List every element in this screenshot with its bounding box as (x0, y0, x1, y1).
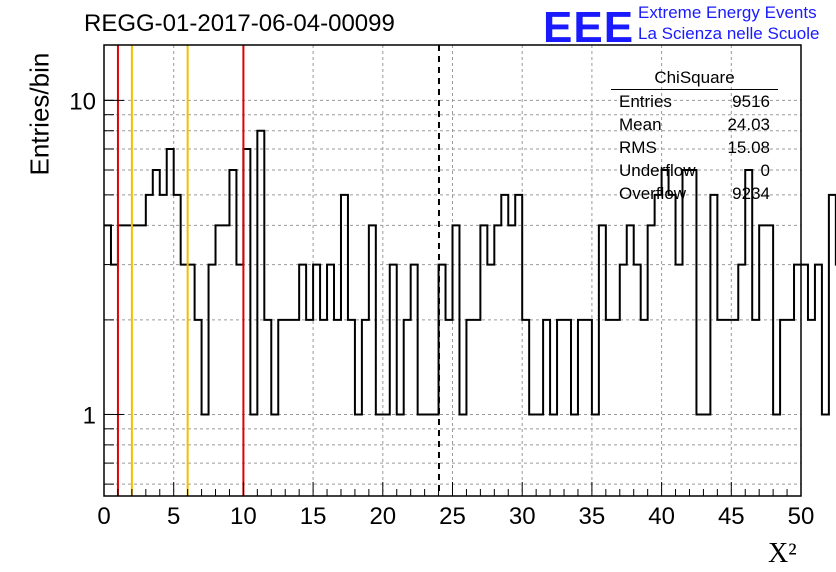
x-tick-label: 35 (579, 503, 606, 530)
stats-row-entries: Entries 9516 (611, 90, 778, 113)
x-axis-label: X² (768, 538, 797, 569)
logo-line2: La Scienza nelle Scuole (638, 24, 820, 43)
stats-label: Overflow (619, 184, 687, 203)
x-tick-label: 20 (369, 503, 396, 530)
stats-label: RMS (619, 138, 657, 157)
x-tick-label: 40 (648, 503, 675, 530)
stats-title: ChiSquare (611, 68, 778, 90)
histogram-series (104, 129, 836, 416)
stats-value: 24.03 (727, 115, 770, 134)
x-tick-label: 5 (167, 503, 180, 530)
x-tick-label: 25 (439, 503, 466, 530)
stats-value: 9516 (732, 92, 770, 111)
stats-row-mean: Mean 24.03 (611, 113, 778, 136)
stats-value: 0 (760, 161, 770, 180)
x-tick-label: 15 (300, 503, 327, 530)
x-tick-label: 45 (718, 503, 745, 530)
logo-line1: Extreme Energy Events (638, 3, 817, 22)
y-tick-label: 10 (69, 88, 96, 115)
stats-row-underflow: Underflow 0 (611, 159, 778, 182)
stats-value: 9234 (732, 184, 770, 203)
x-tick-label: 30 (509, 503, 536, 530)
x-tick-label: 10 (230, 503, 257, 530)
stats-row-rms: RMS 15.08 (611, 136, 778, 159)
stats-label: Entries (619, 92, 672, 111)
x-tick-label: 0 (97, 503, 110, 530)
stats-row-overflow: Overflow 9234 (611, 182, 778, 205)
stats-label: Mean (619, 115, 662, 134)
stats-value: 15.08 (727, 138, 770, 157)
y-axis-label: Entries/bin (24, 52, 55, 176)
stats-box: ChiSquare Entries 9516 Mean 24.03 RMS 15.08… (611, 66, 778, 204)
x-tick-label: 50 (788, 503, 815, 530)
stats-label: Underflow (619, 161, 696, 180)
chart-title: REGG-01-2017-06-04-00099 (84, 10, 395, 37)
eee-logo: EEE (543, 3, 635, 52)
y-tick-label: 1 (83, 402, 96, 429)
